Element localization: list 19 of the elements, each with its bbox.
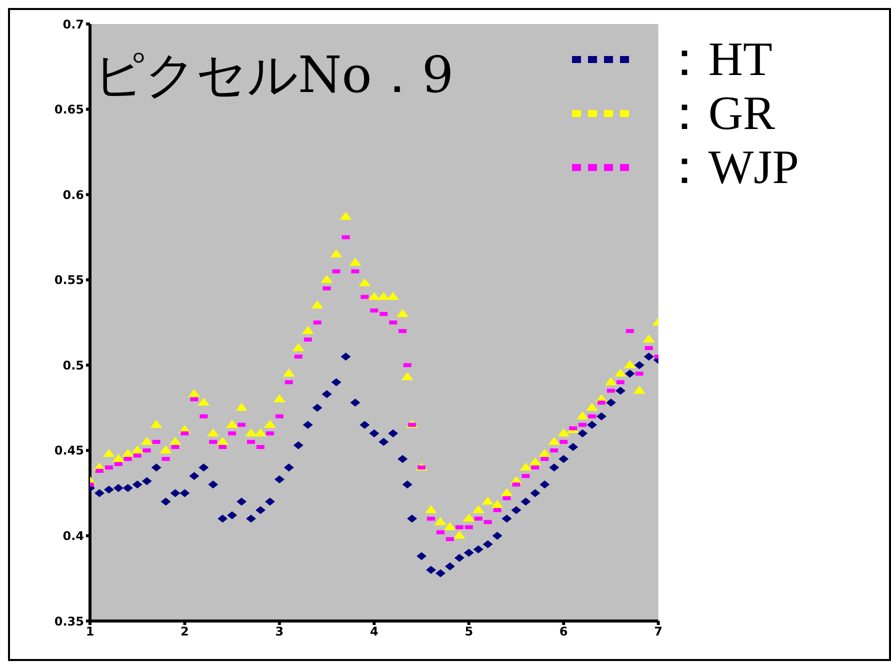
x-tick-label: 3 <box>275 624 284 639</box>
y-tick-label: 0.7 <box>62 17 84 32</box>
legend-label: ：HT <box>660 33 772 86</box>
x-tick-label: 5 <box>464 624 474 639</box>
y-tick-label: 0.65 <box>54 102 84 117</box>
legend-label: ：WJP <box>660 141 799 194</box>
y-tick-label: 0.6 <box>62 188 84 202</box>
x-tick-label: 7 <box>654 624 662 639</box>
y-tick-label: 0.35 <box>54 614 84 628</box>
y-tick-label: 0.45 <box>54 444 84 458</box>
x-tick-label: 6 <box>559 624 568 639</box>
y-tick-label: 0.5 <box>62 358 84 372</box>
text: ピクセルNo．9 <box>94 45 454 106</box>
legend-label: ：GR <box>660 87 775 140</box>
y-tick-label: 0.4 <box>62 528 84 543</box>
y-tick-label: 0.55 <box>54 273 84 288</box>
x-tick-label: 4 <box>370 624 378 639</box>
x-tick-label: 2 <box>180 624 189 639</box>
x-tick-label: 1 <box>86 624 94 639</box>
